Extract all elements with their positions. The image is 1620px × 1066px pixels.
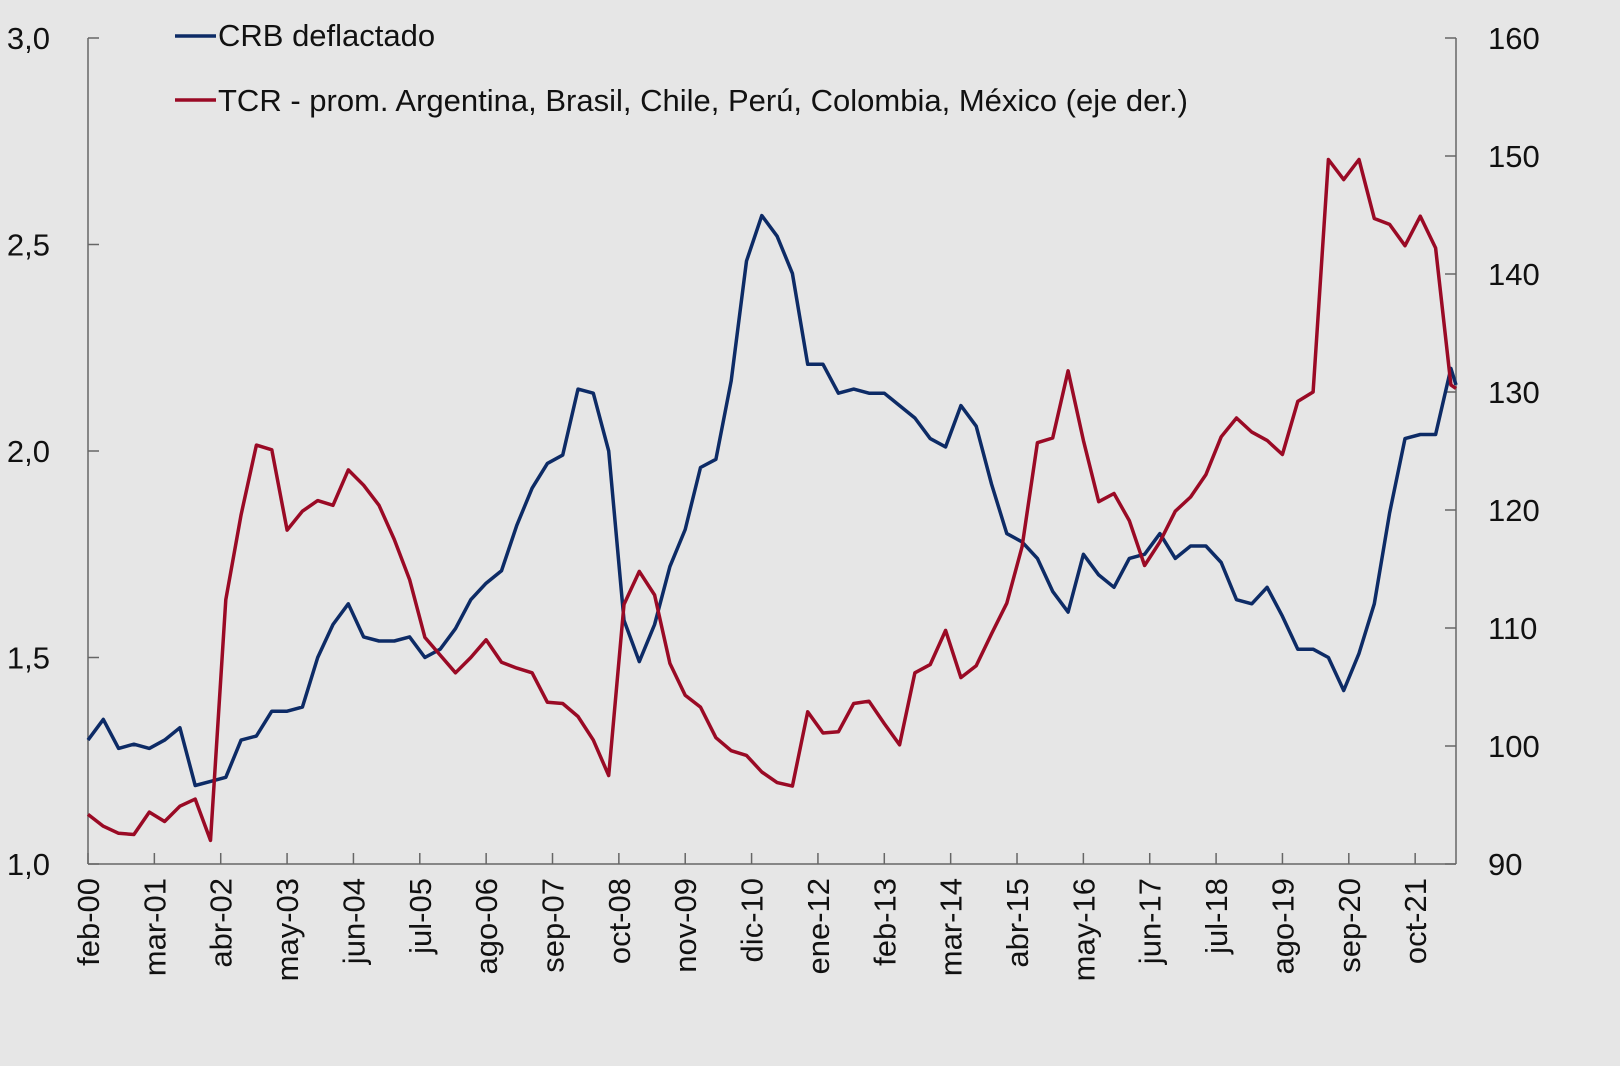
x-tick-label: jun-17 [1133,878,1168,965]
axes: 1,0 1,5 2,0 2,5 3,0 90 100 110 120 130 140 150 160 fe… [7,21,1540,981]
x-tick-label: jul-05 [403,878,438,955]
y2-tick-label: 140 [1488,257,1540,292]
y2-tick-label: 100 [1488,729,1540,764]
x-tick-label: may-16 [1066,878,1101,981]
y-tick-label: 2,5 [7,228,50,263]
x-tick-label: mar-01 [137,878,172,976]
x-tick-label: jun-04 [336,878,371,965]
x-tick-label: dic-10 [735,878,770,962]
x-tick-label: jul-18 [1199,878,1234,955]
series-line-tcr [86,157,1458,843]
y-tick-label: 1,5 [7,641,50,676]
y-tick-label: 2,0 [7,434,50,469]
legend-label-crb: CRB deflactado [218,18,435,53]
x-tick-label: feb-00 [71,878,106,966]
y2-tick-label: 110 [1488,611,1537,646]
x-tick-label: sep-20 [1332,878,1367,973]
x-tick-label: feb-13 [867,878,902,966]
legend: CRB deflactado TCR - prom. Argentina, Br… [175,18,1188,118]
y-tick-label: 1,0 [7,847,50,882]
x-tick-label: ene-12 [801,878,836,975]
x-tick-label: ago-19 [1265,878,1300,975]
x-tick-label: sep-07 [536,878,571,973]
x-tick-label: ago-06 [469,878,504,975]
x-tick-label: may-03 [270,878,305,981]
x-tick-label: abr-02 [204,878,239,968]
y-tick-label: 3,0 [7,21,50,56]
x-tick-label: mar-14 [934,878,969,976]
legend-label-tcr: TCR - prom. Argentina, Brasil, Chile, Pe… [218,83,1188,118]
x-tick-label: abr-15 [1000,878,1035,968]
y2-tick-label: 120 [1488,493,1540,528]
x-tick-label: oct-08 [602,878,637,964]
series-lines [86,157,1458,843]
series-line-crb [86,213,1458,788]
x-tick-label: oct-21 [1398,878,1433,964]
y2-tick-label: 150 [1488,139,1540,174]
x-tick-label: nov-09 [668,878,703,973]
y2-tick-label: 90 [1488,847,1522,882]
y2-tick-label: 130 [1488,375,1540,410]
y2-tick-label: 160 [1488,21,1540,56]
